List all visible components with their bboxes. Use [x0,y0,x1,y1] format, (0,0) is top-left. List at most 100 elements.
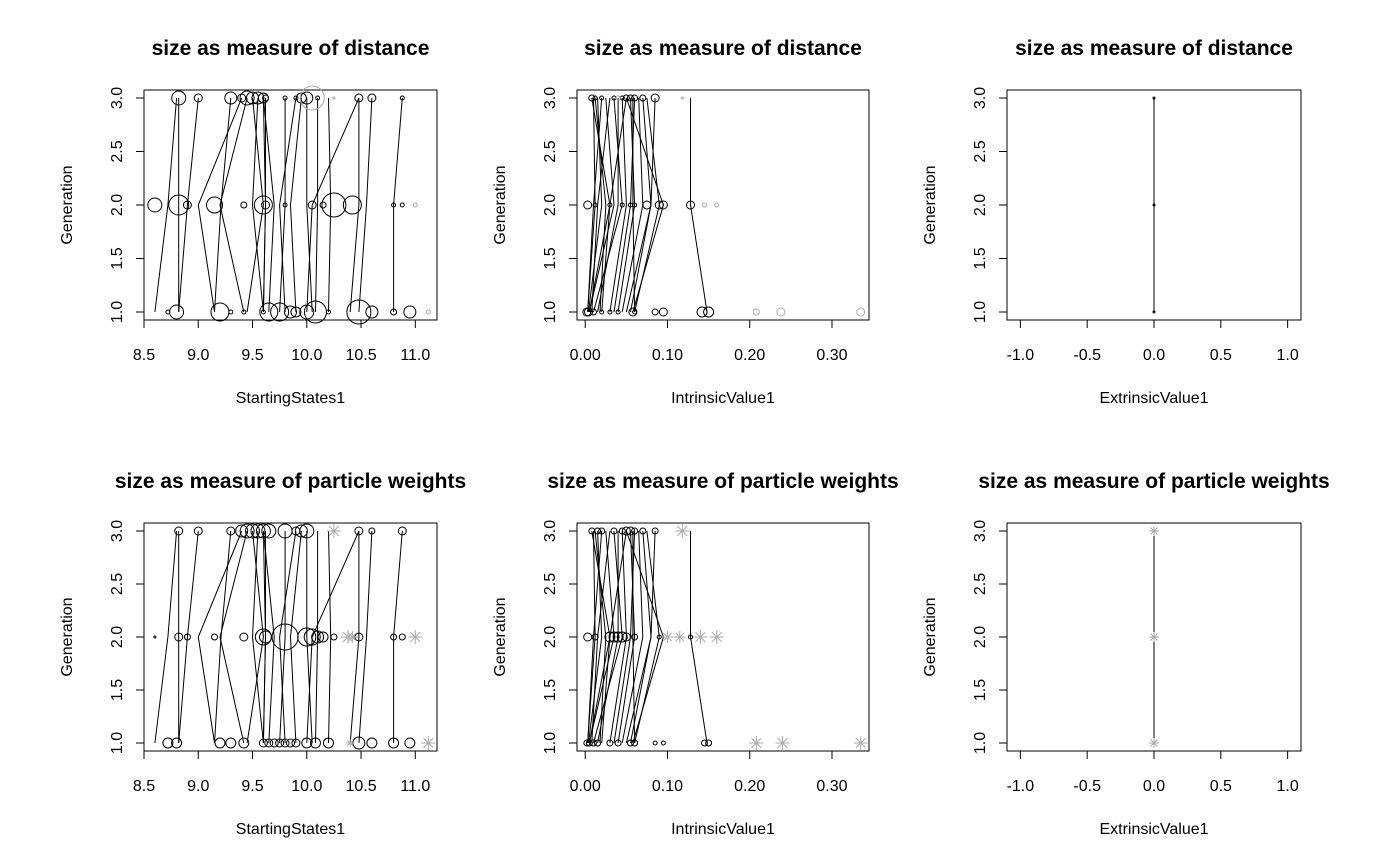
x-tick-label: 0.20 [734,347,765,364]
trajectory-line [601,530,627,744]
data-point [317,631,329,643]
trajectory-line [621,530,644,744]
x-tick-label: 8.5 [133,347,155,364]
star-point-stroke [777,737,788,749]
trajectory-line [393,97,403,312]
data-point [259,302,279,322]
data-point [856,307,866,317]
trajectory-line [251,530,264,744]
trajectory-line [306,97,360,313]
x-tick-label: 10.5 [345,778,376,795]
data-point [321,192,347,218]
x-tick-label: 1.0 [1277,778,1299,795]
data-point [245,523,261,539]
trajectory-line [154,97,178,313]
data-point [1152,203,1156,207]
trajectory-line [178,97,199,313]
x-tick-label: 9.0 [187,778,209,795]
chart-title: size as measure of distance [584,37,862,60]
chart-panel-6: size as measure of particle weights -1.0 -… [922,470,1330,838]
y-tick-label: 2.0 [542,194,559,216]
data-point [618,527,626,535]
trajectory-line [154,530,178,744]
trajectory-line [594,97,607,313]
data-point [592,202,598,208]
trajectory-line [609,530,627,744]
x-tick-label: -0.5 [1073,778,1101,795]
x-tick-label: 0.00 [570,347,601,364]
data-point [585,739,593,747]
trajectory-line [609,97,627,313]
data-point [330,633,338,641]
trajectory-line [246,97,264,313]
star-point [673,631,686,643]
data-point [639,94,647,102]
data-point [284,305,297,319]
data-point [583,632,593,642]
y-tick-label: 3.0 [109,87,126,109]
star-point [675,524,690,538]
trajectory-line [328,97,332,313]
trajectory-line [262,97,275,313]
star-point-stroke [695,631,706,643]
data-point [776,307,786,317]
x-tick-label: 0.10 [652,347,683,364]
x-tick-label: 9.5 [241,347,263,364]
data-point [584,307,594,317]
data-point [391,202,397,208]
chart-panel-1: size as measure of distance 8.5 9.0 9.5 10.0… [59,37,438,407]
trajectory-line [178,530,199,744]
data-point [703,306,715,318]
data-point [168,194,190,216]
data-point [258,738,268,748]
star-point-stroke [347,739,354,747]
trajectory-line [588,97,615,313]
data-point [589,308,597,316]
y-tick-label: 3.0 [972,520,989,542]
data-point [224,91,238,105]
x-axis-label: IntrinsicValue1 [671,821,775,838]
data-point [286,738,295,748]
x-tick-label: 8.5 [133,778,155,795]
chart-panel-3: size as measure of distance -1.0 -0.5 0.0 0.… [922,37,1302,407]
star-point-stroke [662,632,673,642]
y-tick-label: 3.0 [972,87,989,109]
data-point [403,305,417,319]
data-point [607,309,613,315]
data-point [705,739,713,747]
data-point [594,527,602,535]
data-point [294,524,308,538]
data-point [588,94,596,102]
x-axis-label: StartingStates1 [236,390,346,407]
chart-panel-2: size as measure of distance 0.00 0.10 0.20 0… [492,37,870,407]
data-point [367,93,377,103]
y-tick-label: 3.0 [542,520,559,542]
data-point [182,200,192,210]
data-point [193,526,203,536]
data-point [390,308,398,316]
data-point [615,309,621,315]
data-point [651,308,659,316]
x-tick-label: 9.0 [187,347,209,364]
data-point [239,90,255,106]
data-point [171,90,187,106]
data-point [299,85,325,111]
data-point [398,633,406,641]
y-tick-label: 2.5 [542,140,559,162]
data-point [686,200,696,210]
data-point [365,305,379,319]
data-point [270,302,290,322]
data-point [658,200,668,210]
data-point [346,299,372,325]
data-point [300,91,314,105]
data-point [280,738,290,748]
trajectory-line [591,97,611,313]
trajectory-line [289,97,302,313]
data-point [608,631,620,643]
x-tick-label: 0.0 [1143,778,1165,795]
star-point-stroke [1150,633,1158,641]
star-point [408,630,423,644]
data-point [264,738,274,748]
data-point [626,94,634,102]
